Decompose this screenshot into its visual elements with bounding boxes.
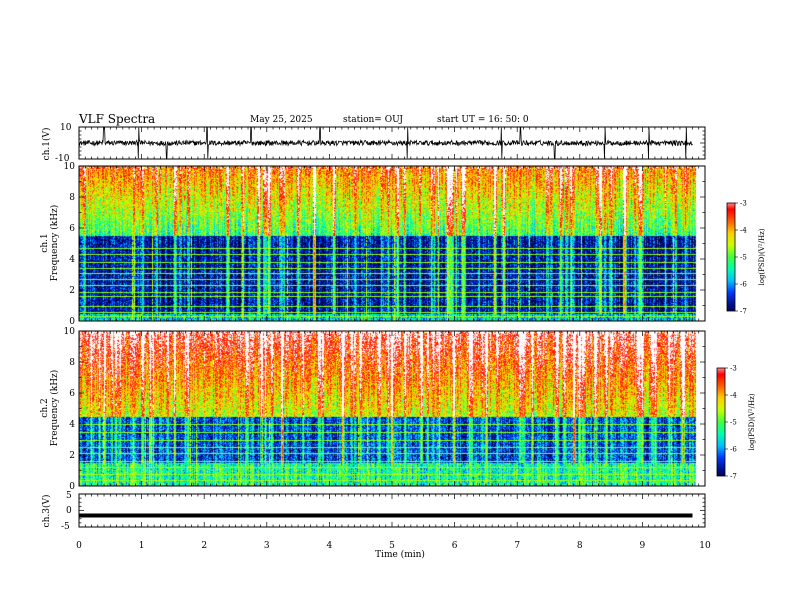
time-tick-label: 8	[577, 541, 583, 551]
ch1-colorbar-label: log(PSD)(V²/Hz)	[758, 228, 766, 285]
time-tick-label: 7	[514, 541, 520, 551]
frequency-tick-label: 10	[64, 327, 76, 337]
frequency-tick-label: 8	[69, 193, 75, 203]
time-tick-label: 10	[699, 541, 711, 551]
colorbar-tick-label: -5	[740, 254, 747, 262]
ch2-colorbar-label: log(PSD)(V²/Hz)	[748, 393, 756, 450]
ch2-spectrogram-ylabel-channel: ch.2	[40, 398, 50, 417]
time-tick-label: 0	[76, 541, 82, 551]
ch1-spectrogram-image	[79, 166, 705, 321]
frequency-tick-label: 0	[69, 482, 75, 492]
ch1-spectrogram-ylabel-channel: ch.1	[40, 233, 50, 252]
ch3-waveform-panel: 5 0 -5 ch.3(V)	[41, 491, 706, 532]
ch1-spectrogram-ylabel-frequency: Frequency (kHz)	[49, 205, 60, 282]
ch2-spectrogram-ticks	[78, 330, 706, 487]
colorbar-tick-label: -4	[740, 227, 747, 235]
colorbar-tick-label: -4	[730, 392, 737, 400]
ch3-ytick-top: 5	[66, 491, 72, 501]
ch3-ytick-bottom: -5	[61, 522, 70, 532]
ch1-spectrogram-ticks	[78, 165, 706, 322]
colorbar-tick-label: -3	[740, 200, 747, 208]
time-tick-label: 9	[640, 541, 646, 551]
frequency-tick-label: 0	[69, 317, 75, 327]
colorbar-tick-label: -7	[740, 308, 747, 316]
time-tick-label: 6	[452, 541, 458, 551]
ch2-spectrogram-ylabel-frequency: Frequency (kHz)	[49, 370, 60, 447]
ch1-colorbar: -3 -4 -5 -6 -7 log(PSD)(V²/Hz)	[726, 200, 766, 316]
time-tick-label: 4	[327, 541, 333, 551]
ch2-spectrogram-image	[79, 331, 705, 486]
ch2-colorbar-gradient	[717, 368, 725, 476]
ch2-spectrogram-panel: 0 2 4 6 8 10 ch.2 Frequency (kHz)	[40, 327, 706, 492]
ch1-waveform-panel: 10 -10 ch.1(V)	[41, 123, 706, 164]
frequency-tick-label: 2	[69, 286, 75, 296]
ch2-colorbar: -3 -4 -5 -6 -7 log(PSD)(V²/Hz)	[716, 365, 756, 481]
ch1-ytick-bottom: -10	[55, 154, 70, 164]
frequency-tick-label: 4	[69, 420, 75, 430]
colorbar-tick-label: -6	[730, 446, 737, 454]
time-tick-label: 1	[139, 541, 145, 551]
frequency-tick-label: 8	[69, 358, 75, 368]
time-axis-tick-labels: 0 1 2 3 4 5 6 7 8 9 10	[76, 541, 711, 551]
colorbar-tick-label: -7	[730, 473, 737, 481]
frequency-tick-label: 6	[69, 389, 75, 399]
colorbar-tick-label: -6	[740, 281, 747, 289]
ch2-spectrogram-ytick-labels: 0 2 4 6 8 10	[64, 327, 76, 492]
colorbar-tick-label: -5	[730, 419, 737, 427]
ch3-waveform-ticks	[78, 493, 706, 528]
ch1-ylabel: ch.1(V)	[41, 128, 52, 161]
date-label: May 25, 2025	[250, 115, 313, 125]
station-label: station= OUJ	[343, 115, 403, 125]
ch1-spectrogram-ytick-labels: 0 2 4 6 8 10	[64, 162, 76, 327]
ch2-colorbar-tick-labels: -3 -4 -5 -6 -7	[725, 365, 737, 481]
ch3-ytick-middle: 0	[66, 506, 72, 516]
time-axis-label: Time (min)	[375, 549, 425, 560]
frequency-tick-label: 2	[69, 451, 75, 461]
frequency-tick-label: 10	[64, 162, 76, 172]
frequency-tick-label: 4	[69, 255, 75, 265]
colorbar-tick-label: -3	[730, 365, 737, 373]
time-tick-label: 2	[201, 541, 207, 551]
ch1-waveform-trace	[79, 127, 693, 159]
ch1-waveform-ticks	[78, 126, 706, 160]
ch3-ylabel: ch.3(V)	[41, 495, 52, 528]
start-time-label: start UT = 16: 50: 0	[437, 115, 529, 125]
ch1-colorbar-tick-labels: -3 -4 -5 -6 -7	[735, 200, 747, 316]
figure-title: VLF Spectra	[78, 112, 155, 126]
ch1-ytick-top: 10	[60, 123, 72, 133]
time-tick-label: 5	[389, 541, 395, 551]
ch1-spectrogram-panel: 0 2 4 6 8 10 ch.1 Frequency (kHz)	[40, 162, 706, 327]
time-tick-label: 3	[264, 541, 270, 551]
ch1-colorbar-gradient	[727, 203, 735, 311]
frequency-tick-label: 6	[69, 224, 75, 234]
